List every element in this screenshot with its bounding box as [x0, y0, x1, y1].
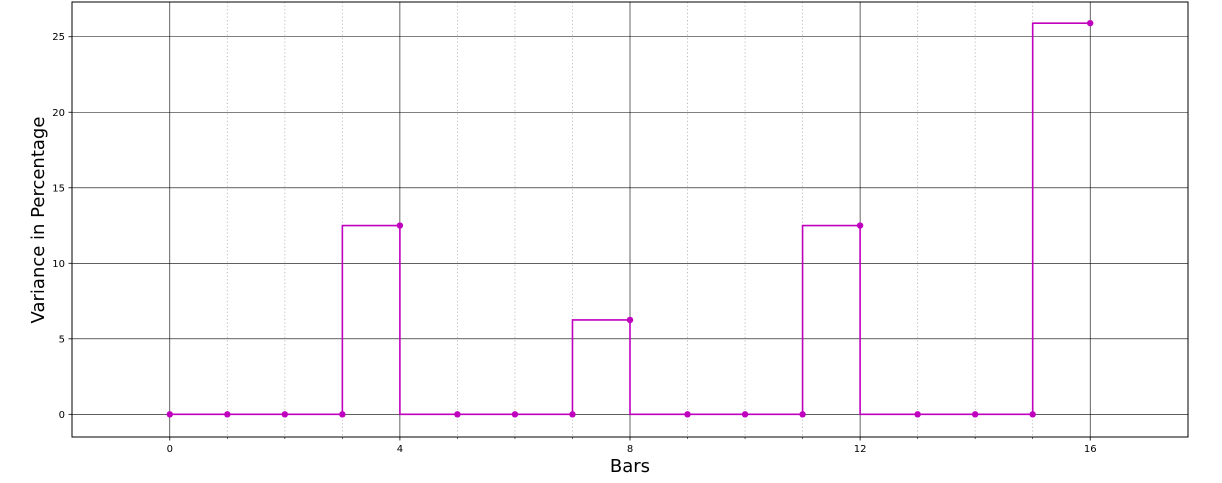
x-tick-label: 12: [854, 444, 867, 455]
data-point: [339, 411, 346, 418]
data-point: [1087, 19, 1094, 27]
x-tick-label: 4: [397, 444, 403, 455]
y-tick-label: 25: [52, 32, 65, 43]
data-point: [971, 411, 979, 418]
data-point: [166, 411, 173, 418]
data-point: [856, 222, 864, 229]
data-point: [281, 411, 289, 418]
data-point: [626, 316, 634, 324]
y-tick-label: 20: [52, 108, 65, 119]
x-axis-label: Bars: [610, 456, 650, 477]
data-point: [224, 411, 231, 418]
data-point: [454, 411, 461, 418]
data-point: [511, 411, 519, 418]
x-tick-label: 0: [167, 444, 173, 455]
y-axis-label: Variance in Percentage: [28, 117, 49, 324]
x-tick-label: 8: [627, 444, 633, 455]
ticks: 0 4 8 12 16 0 5 10 15 20 25: [52, 32, 1096, 455]
data-point: [799, 411, 806, 418]
series-layer: [166, 19, 1094, 418]
y-tick-label: 10: [52, 259, 65, 270]
data-point: [1029, 411, 1036, 418]
minor-grid: [226, 2, 1034, 437]
x-tick-label: 16: [1084, 444, 1097, 455]
y-tick-label: 0: [59, 410, 65, 421]
data-point: [569, 411, 576, 418]
data-point: [684, 411, 691, 418]
y-tick-label: 15: [52, 183, 65, 194]
series-line: [169, 22, 1091, 416]
data-point: [914, 411, 921, 418]
data-point: [741, 411, 749, 418]
data-point: [396, 222, 404, 229]
y-tick-label: 5: [59, 334, 65, 345]
